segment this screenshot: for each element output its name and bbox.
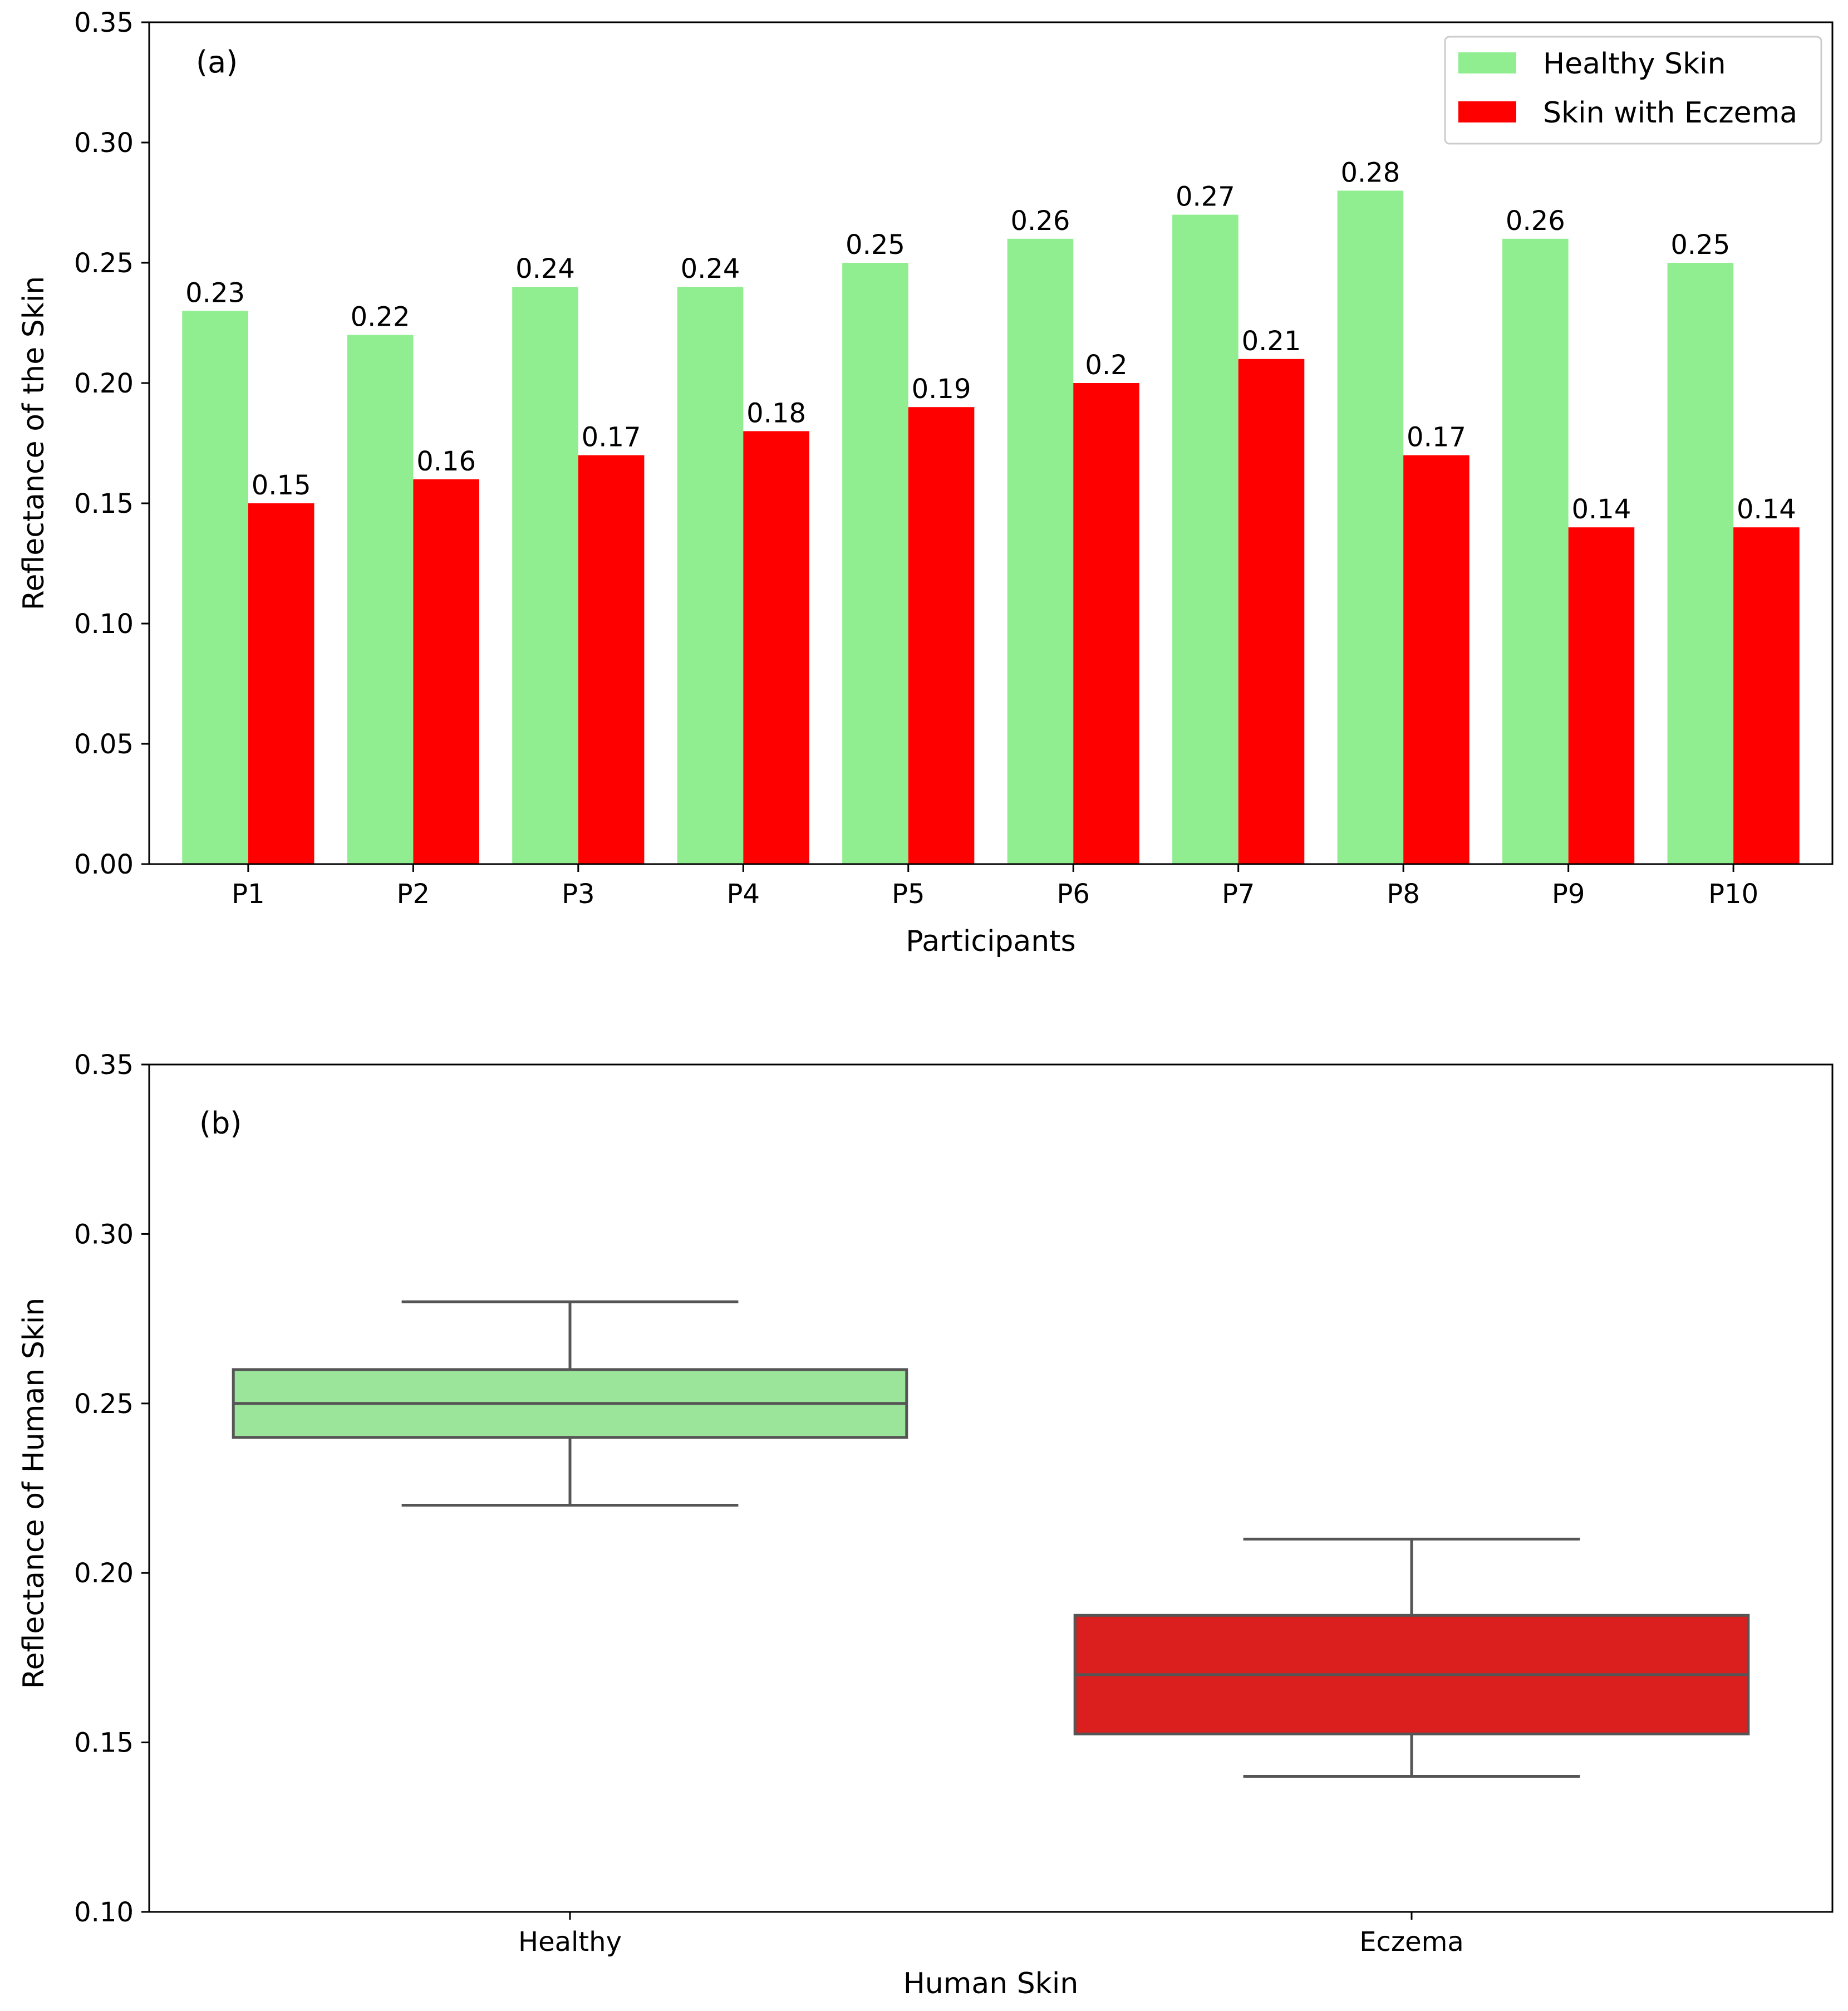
bar-skin-with-eczema-p10 [1733, 527, 1800, 864]
x-tick-label-p10: P10 [1708, 879, 1758, 910]
y-tick-label-a: 0.00 [74, 849, 134, 880]
plot-frame-b [148, 1063, 1834, 1913]
data-label-skin-with-eczema-p2: 0.16 [416, 446, 476, 477]
data-label-skin-with-eczema-p6: 0.2 [1085, 350, 1127, 381]
data-label-healthy-skin-p8: 0.28 [1340, 157, 1400, 188]
bar-skin-with-eczema-p6 [1073, 383, 1139, 864]
y-tick-label-a: 0.10 [74, 609, 134, 640]
data-label-healthy-skin-p10: 0.25 [1670, 229, 1730, 261]
y-tick-label-a: 0.05 [74, 729, 134, 760]
x-axis-label-b: Human Skin [903, 1967, 1079, 2000]
data-label-skin-with-eczema-p5: 0.19 [912, 374, 971, 405]
x-tick-label-p9: P9 [1552, 879, 1585, 910]
data-label-healthy-skin-p6: 0.26 [1011, 205, 1070, 237]
bar-healthy-skin-p1 [182, 311, 248, 864]
y-axis-label-b: Reflectance of Human Skin [17, 1298, 51, 1689]
data-label-skin-with-eczema-p7: 0.21 [1242, 326, 1301, 357]
x-axis-label-a: Participants [906, 925, 1075, 958]
y-tick-label-b: 0.30 [74, 1219, 134, 1250]
y-tick-label-a: 0.30 [74, 127, 134, 159]
bar-skin-with-eczema-p2 [413, 479, 479, 864]
y-tick-label-a: 0.20 [74, 368, 134, 399]
data-label-skin-with-eczema-p1: 0.15 [252, 470, 311, 501]
x-tick-label-p2: P2 [397, 879, 430, 910]
legend-swatch-healthy-skin [1458, 52, 1516, 73]
data-label-healthy-skin-p3: 0.24 [515, 253, 575, 285]
y-tick-label-a: 0.15 [74, 488, 134, 519]
bar-skin-with-eczema-p5 [908, 407, 975, 864]
y-tick-label-b: 0.20 [74, 1558, 134, 1589]
x-tick-label-p4: P4 [727, 879, 760, 910]
panel-label-b: (b) [199, 1106, 242, 1141]
data-label-skin-with-eczema-p3: 0.17 [582, 422, 641, 453]
data-label-skin-with-eczema-p4: 0.18 [746, 398, 806, 429]
x-tick-label-healthy: Healthy [518, 1926, 622, 1958]
bar-skin-with-eczema-p8 [1403, 455, 1469, 864]
bar-healthy-skin-p10 [1667, 263, 1734, 864]
bar-healthy-skin-p7 [1172, 214, 1238, 865]
y-tick-label-b: 0.25 [74, 1389, 134, 1420]
data-label-healthy-skin-p5: 0.25 [846, 229, 905, 261]
bar-skin-with-eczema-p7 [1238, 359, 1305, 864]
data-label-skin-with-eczema-p10: 0.14 [1737, 494, 1796, 525]
bar-healthy-skin-p6 [1007, 238, 1074, 864]
panel-label-a: (a) [196, 45, 238, 80]
y-tick-label-a: 0.35 [74, 7, 134, 38]
data-label-healthy-skin-p2: 0.22 [351, 302, 410, 333]
bar-skin-with-eczema-p1 [248, 503, 314, 864]
bar-healthy-skin-p2 [347, 335, 414, 864]
y-tick-label-b: 0.15 [74, 1728, 134, 1759]
bar-skin-with-eczema-p3 [578, 455, 645, 864]
bar-healthy-skin-p9 [1502, 238, 1569, 864]
data-label-healthy-skin-p9: 0.26 [1506, 205, 1565, 237]
bar-chart-panel-a: 0.00 0.05 0.10 0.15 0.20 0.25 0.30 0.35 P1 P2 P3 P… [17, 7, 1834, 958]
legend-a: Healthy Skin Skin with Eczema [1444, 36, 1822, 145]
x-tick-label-p7: P7 [1222, 879, 1255, 910]
x-tick-label-eczema: Eczema [1359, 1926, 1464, 1958]
legend-swatch-skin-with-eczema [1458, 101, 1516, 122]
data-label-healthy-skin-p1: 0.23 [185, 277, 245, 308]
legend-frame [1444, 36, 1822, 145]
y-axis-label-a: Reflectance of the Skin [17, 276, 51, 611]
y-tick-label-b: 0.10 [74, 1897, 134, 1928]
box-plot-panel-b: 0.10 0.15 0.20 0.25 0.30 0.35 Healthy Eczema (… [17, 1049, 1834, 2000]
y-tick-label-b: 0.35 [74, 1049, 134, 1081]
legend-label-healthy-skin: Healthy Skin [1543, 47, 1726, 81]
data-label-skin-with-eczema-p8: 0.17 [1407, 422, 1466, 453]
x-tick-label-p6: P6 [1056, 879, 1089, 910]
bar-healthy-skin-p5 [842, 263, 908, 864]
x-tick-label-p3: P3 [562, 879, 594, 910]
data-label-healthy-skin-p7: 0.27 [1176, 182, 1235, 213]
bar-healthy-skin-p3 [512, 287, 578, 865]
bar-skin-with-eczema-p4 [743, 431, 809, 864]
bar-healthy-skin-p8 [1337, 190, 1404, 864]
y-tick-label-a: 0.25 [74, 248, 134, 279]
bar-healthy-skin-p4 [677, 287, 744, 865]
data-label-healthy-skin-p4: 0.24 [681, 253, 740, 285]
plot-frame-a [148, 21, 1834, 865]
x-tick-label-p5: P5 [892, 879, 925, 910]
x-tick-label-p8: P8 [1387, 879, 1419, 910]
bar-skin-with-eczema-p9 [1568, 527, 1635, 864]
data-label-skin-with-eczema-p9: 0.14 [1572, 494, 1631, 525]
legend-label-skin-with-eczema: Skin with Eczema [1543, 96, 1797, 130]
x-tick-label-p1: P1 [232, 879, 264, 910]
